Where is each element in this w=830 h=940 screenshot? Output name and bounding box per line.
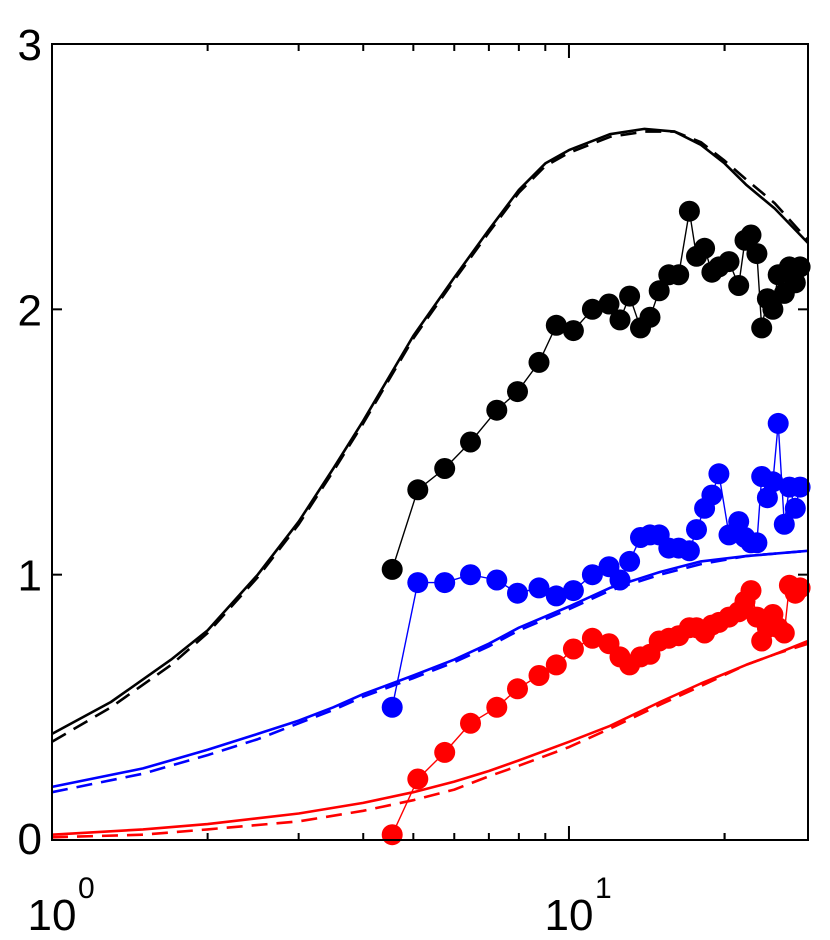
data-point-blue-points-0 — [381, 696, 403, 718]
series-line-black-solid — [51, 127, 809, 736]
data-point-red-points-32 — [773, 622, 795, 644]
series-blue-points — [381, 412, 811, 718]
data-point-black-points-20 — [694, 237, 716, 259]
data-point-red-points-35 — [789, 577, 811, 599]
data-point-black-points-5 — [507, 381, 528, 403]
data-point-blue-points-24 — [728, 511, 750, 533]
data-point-red-points-6 — [528, 665, 550, 686]
data-point-black-points-28 — [751, 317, 773, 339]
data-point-black-points-23 — [718, 251, 740, 273]
data-point-blue-points-30 — [762, 471, 784, 493]
series-blue-solid — [51, 549, 809, 789]
tick-layer — [51, 43, 808, 841]
data-point-black-points-2 — [434, 458, 456, 479]
data-point-black-points-18 — [678, 200, 700, 222]
x-tick-label-0: 10 — [28, 891, 77, 940]
data-point-black-points-9 — [581, 298, 603, 320]
data-point-black-points-6 — [528, 351, 550, 373]
series-line-red-dashed — [51, 642, 809, 839]
series-red-points — [381, 574, 811, 846]
data-point-blue-points-8 — [562, 580, 584, 602]
data-point-red-points-26 — [740, 580, 762, 602]
series-red-dashed — [51, 642, 809, 839]
data-point-red-points-3 — [460, 712, 481, 734]
data-point-blue-points-19 — [686, 519, 707, 541]
series-layer — [51, 127, 811, 846]
data-point-blue-points-22 — [708, 463, 730, 485]
data-point-blue-points-34 — [784, 497, 806, 519]
series-blue-dashed — [51, 549, 809, 794]
series-line-black-dashed — [51, 130, 809, 743]
data-point-blue-points-35 — [789, 476, 811, 498]
data-point-red-points-0 — [381, 824, 403, 846]
data-point-red-points-4 — [486, 696, 508, 718]
series-line-blue-solid — [51, 549, 809, 789]
data-point-black-points-8 — [562, 320, 584, 342]
data-point-black-points-30 — [762, 298, 784, 320]
plot-frame — [51, 43, 809, 841]
data-point-blue-points-27 — [746, 532, 768, 554]
data-point-red-points-9 — [581, 627, 603, 649]
x-tick-label-1: 10 — [544, 891, 593, 940]
series-black-dashed — [51, 130, 809, 743]
data-point-black-points-26 — [740, 224, 762, 246]
data-point-black-points-0 — [381, 558, 403, 580]
data-point-red-points-2 — [434, 741, 456, 763]
data-point-black-points-15 — [648, 280, 670, 302]
data-point-blue-points-5 — [507, 582, 528, 604]
data-point-red-points-1 — [407, 768, 429, 790]
data-point-blue-points-31 — [767, 412, 789, 434]
data-point-blue-points-11 — [609, 569, 631, 591]
data-point-black-points-34 — [784, 272, 806, 294]
y-tick-label-0: 0 — [18, 815, 42, 864]
data-point-black-points-12 — [619, 285, 641, 307]
y-tick-label-2: 2 — [18, 286, 42, 335]
data-point-black-points-27 — [746, 243, 768, 265]
x-tick-exponent-0: 0 — [78, 872, 95, 905]
data-point-black-points-24 — [728, 275, 750, 296]
data-point-red-points-8 — [562, 638, 584, 660]
data-point-red-points-7 — [545, 654, 567, 676]
series-line-blue-dashed — [51, 549, 809, 794]
data-point-black-points-11 — [609, 309, 631, 331]
data-point-blue-points-6 — [528, 577, 550, 599]
data-point-blue-points-29 — [756, 487, 778, 509]
data-point-blue-points-18 — [678, 540, 700, 562]
data-point-red-points-5 — [507, 678, 528, 700]
data-point-blue-points-1 — [407, 572, 429, 594]
series-black-solid — [51, 127, 809, 736]
y-tick-label-1: 1 — [18, 552, 42, 601]
data-point-black-points-7 — [545, 314, 567, 336]
y-tick-label-3: 3 — [18, 21, 42, 70]
data-point-blue-points-21 — [701, 484, 723, 506]
series-black-points — [381, 200, 811, 580]
series-red-solid — [51, 639, 809, 836]
data-point-black-points-4 — [486, 399, 508, 421]
series-line-red-solid — [51, 639, 809, 836]
data-point-black-points-14 — [639, 306, 661, 328]
x-tick-exponent-1: 1 — [595, 872, 612, 905]
data-point-black-points-1 — [407, 479, 429, 501]
data-point-blue-points-3 — [460, 564, 481, 586]
data-point-blue-points-7 — [545, 585, 567, 607]
data-point-black-points-35 — [789, 256, 811, 278]
data-point-black-points-10 — [598, 293, 620, 315]
data-point-blue-points-9 — [581, 564, 603, 586]
data-point-black-points-3 — [460, 431, 481, 453]
data-point-blue-points-2 — [434, 572, 456, 594]
data-point-blue-points-12 — [619, 550, 641, 572]
data-point-blue-points-4 — [486, 569, 508, 591]
data-point-black-points-17 — [668, 264, 690, 286]
data-point-blue-points-32 — [773, 513, 795, 535]
